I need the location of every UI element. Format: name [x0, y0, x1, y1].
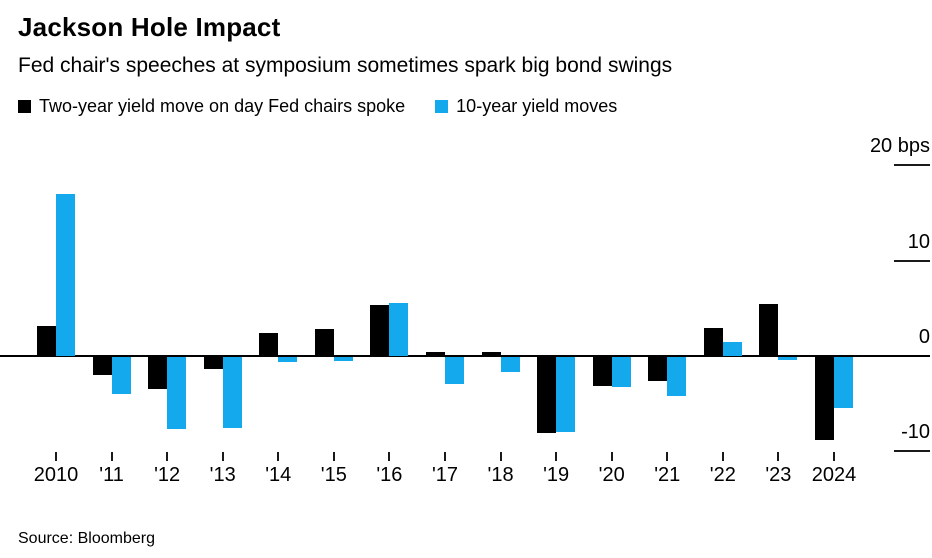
chart-title: Jackson Hole Impact: [18, 12, 281, 42]
x-tick-mark: [110, 452, 113, 461]
bar-two-year-2024: [814, 357, 834, 440]
x-tick-label: '12: [154, 464, 181, 486]
legend-swatch-two-year-icon: [18, 100, 31, 113]
x-tick-mark: [832, 452, 835, 461]
source-note: Source: Bloomberg: [18, 530, 155, 547]
x-tick-mark: [55, 452, 57, 461]
bar-ten-year-22: [722, 341, 742, 356]
x-tick-mark: [332, 452, 335, 461]
bar-two-year-13: [203, 357, 223, 370]
x-tick-mark: [221, 452, 224, 461]
x-tick-label: '16: [376, 464, 403, 486]
bar-two-year-23: [759, 303, 779, 356]
legend-label-ten-year: 10-year yield moves: [456, 96, 618, 116]
bar-two-year-17: [425, 352, 445, 356]
bar-two-year-22: [703, 328, 723, 356]
bar-two-year-21: [648, 357, 668, 381]
y-tick-label: -10: [901, 421, 930, 444]
bar-two-year-2010: [37, 325, 56, 356]
bar-ten-year-14: [278, 357, 298, 362]
x-tick-label: 2010: [33, 464, 79, 486]
x-tick-label: '14: [265, 464, 292, 486]
bar-two-year-19: [537, 357, 557, 434]
x-tick-mark: [555, 452, 558, 461]
bar-ten-year-12: [167, 357, 187, 430]
chart-subtitle: Fed chair's speeches at symposium someti…: [18, 54, 673, 77]
bar-two-year-20: [592, 357, 612, 386]
x-tick-label: '22: [709, 464, 736, 486]
legend-swatch-ten-year-icon: [435, 100, 449, 113]
legend-item-ten-year: 10-year yield moves: [435, 96, 617, 117]
bar-two-year-11: [92, 357, 112, 376]
bar-two-year-16: [370, 304, 390, 356]
x-tick-mark: [721, 452, 724, 461]
bar-ten-year-21: [667, 357, 687, 397]
x-tick-label: '18: [487, 464, 514, 486]
y-tick-label: 10: [907, 230, 930, 253]
bar-ten-year-17: [444, 357, 464, 384]
x-tick-label: '13: [209, 464, 236, 486]
legend-label-two-year: Two-year yield move on day Fed chairs sp…: [39, 96, 406, 116]
bar-ten-year-2024: [833, 357, 853, 409]
bar-two-year-14: [259, 333, 279, 356]
bar-two-year-15: [314, 329, 334, 356]
x-tick-mark: [610, 452, 613, 461]
bar-ten-year-16: [389, 302, 409, 356]
y-tick-label: 20 bps: [869, 135, 930, 158]
x-tick-mark: [777, 452, 780, 461]
x-tick-mark: [277, 452, 280, 461]
x-tick-label: '20: [598, 464, 625, 486]
x-tick-label: '11: [99, 464, 124, 486]
bar-chart-plot: 20 bps 10 0 -10 2010 '11 '12 '13 '14 '15 '16 '17 '18…: [0, 135, 932, 500]
x-tick-label: '19: [543, 464, 570, 486]
bar-ten-year-15: [333, 357, 353, 361]
bar-two-year-12: [148, 357, 168, 390]
y-tick-dash: [894, 164, 930, 167]
zero-axis-line: [0, 355, 930, 357]
x-tick-mark: [166, 452, 169, 461]
bar-two-year-18: [481, 352, 501, 356]
x-tick-mark: [388, 452, 391, 461]
y-tick-dash: [894, 259, 930, 262]
x-tick-label: '15: [320, 464, 347, 486]
x-tick-label: 2024: [811, 464, 857, 486]
y-tick-dash: [894, 450, 930, 453]
x-tick-mark: [666, 452, 669, 461]
bar-ten-year-11: [111, 357, 131, 395]
x-tick-mark: [499, 452, 502, 461]
y-tick-label: 0: [918, 326, 930, 348]
bar-ten-year-19: [556, 357, 576, 433]
bar-ten-year-23: [778, 357, 798, 360]
bar-ten-year-13: [222, 357, 242, 428]
x-tick-label: '23: [765, 464, 792, 486]
x-tick-label: '21: [654, 464, 681, 486]
legend: Two-year yield move on day Fed chairs sp…: [18, 96, 617, 117]
bar-ten-year-18: [500, 357, 520, 373]
bar-ten-year-20: [611, 357, 631, 387]
bar-ten-year-2010: [56, 193, 75, 356]
legend-item-two-year: Two-year yield move on day Fed chairs sp…: [18, 96, 405, 117]
x-tick-label: '17: [431, 464, 459, 486]
x-tick-mark: [443, 452, 446, 461]
